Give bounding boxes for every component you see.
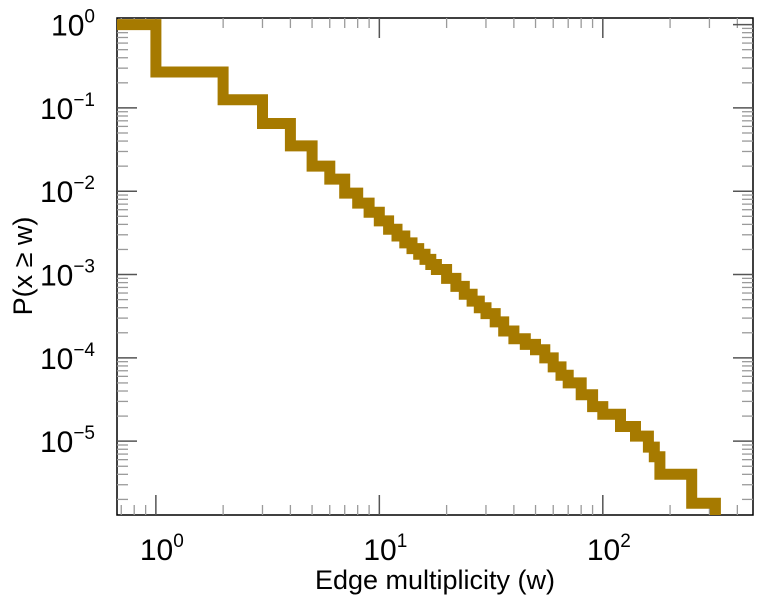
minor-ticks (117, 18, 753, 515)
y-tick-label: 10−5 (40, 423, 95, 459)
y-tick-label: 10−1 (40, 90, 95, 126)
y-tick-label: 10−3 (40, 257, 95, 293)
y-axis-label: P(x ≥ w) (8, 217, 38, 316)
y-tick-label: 10−4 (40, 340, 95, 376)
series-layer (117, 19, 721, 515)
x-tick-label: 102 (587, 531, 631, 567)
y-tick-label: 100 (51, 7, 95, 43)
y-tick-labels: 100 10−1 10−2 10−3 10−4 10−5 (40, 7, 95, 460)
x-axis-label: Edge multiplicity (w) (315, 565, 555, 595)
x-tick-label: 100 (140, 531, 184, 567)
x-tick-labels: 100 101 102 (140, 531, 631, 567)
y-tick-label: 10−2 (40, 173, 95, 209)
ccdf-series-line (117, 19, 721, 515)
plot-frame (116, 17, 754, 516)
x-tick-label: 101 (363, 531, 407, 567)
